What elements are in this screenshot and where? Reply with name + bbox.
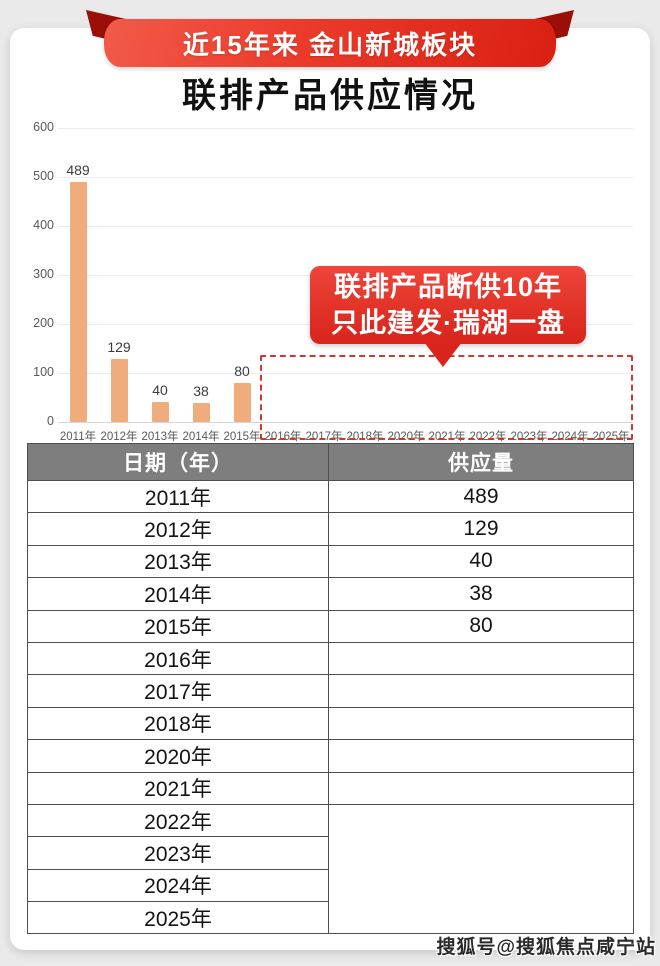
table-row: 2011年 489 bbox=[27, 479, 634, 514]
table-header-row: 日期（年） 供应量 bbox=[27, 443, 634, 481]
table-row: 2014年 38 bbox=[27, 577, 634, 611]
page-title: 联排产品供应情况 bbox=[182, 77, 478, 115]
x-axis-label: 2018年 bbox=[346, 431, 384, 443]
value-cell-merged bbox=[328, 803, 634, 935]
table-row: 2013年 40 bbox=[27, 544, 634, 579]
callout-line1: 联排产品断供10年 bbox=[333, 272, 563, 302]
bar-2014年 bbox=[192, 403, 210, 422]
callout-line2: 只此建发·瑞湖一盘 bbox=[331, 308, 565, 338]
x-axis-label: 2024年 bbox=[551, 431, 589, 443]
value-cell bbox=[328, 641, 634, 676]
year-cell: 2022年 bbox=[27, 803, 329, 838]
gridline-100 bbox=[58, 373, 633, 374]
table-row: 2012年 129 bbox=[27, 512, 634, 546]
table-row: 2020年 bbox=[27, 739, 634, 773]
x-axis-label: 2015年 bbox=[223, 431, 261, 443]
x-axis-label: 2012年 bbox=[100, 431, 138, 443]
year-cell: 2011年 bbox=[27, 479, 329, 514]
year-cell: 2014年 bbox=[27, 577, 329, 611]
bar-2011年 bbox=[69, 182, 87, 422]
year-cell: 2024年 bbox=[27, 868, 329, 903]
y-axis-label-400: 400 bbox=[33, 218, 54, 232]
y-axis-label-200: 200 bbox=[33, 316, 54, 330]
table-row: 2025年 bbox=[27, 901, 634, 935]
year-cell: 2018年 bbox=[27, 706, 329, 741]
value-cell: 40 bbox=[328, 544, 634, 579]
x-axis-label: 2025年 bbox=[592, 431, 630, 443]
ribbon-banner-text: 近15年来 金山新城板块 bbox=[182, 29, 478, 60]
table-row: 2022年 bbox=[27, 803, 634, 935]
y-axis-label-600: 600 bbox=[33, 120, 54, 134]
value-cell: 489 bbox=[328, 479, 634, 514]
gridline-0 bbox=[58, 422, 633, 423]
y-axis-label-0: 0 bbox=[47, 414, 54, 428]
table-row: 2024年 bbox=[27, 868, 634, 903]
year-cell: 2017年 bbox=[27, 674, 329, 708]
supply-table: 日期（年） 供应量 2011年 489 2012年 129 2013年 40 2014年 38… bbox=[27, 443, 634, 935]
table-row: 2021年 bbox=[27, 771, 634, 805]
supply-gap-dashed-box bbox=[260, 355, 633, 440]
bar-value-label: 40 bbox=[152, 382, 168, 399]
gridline-600 bbox=[58, 128, 633, 129]
x-axis-label: 2014年 bbox=[182, 431, 220, 443]
year-cell: 2023年 bbox=[27, 836, 329, 870]
value-cell: 129 bbox=[328, 512, 634, 546]
watermark: 搜狐号@搜狐焦点咸宁站 bbox=[436, 937, 656, 958]
y-axis-label-100: 100 bbox=[33, 365, 54, 379]
gridline-400 bbox=[58, 226, 633, 227]
year-cell: 2015年 bbox=[27, 609, 329, 643]
year-cell: 2012年 bbox=[27, 512, 329, 546]
table-row: 2016年 bbox=[27, 641, 634, 676]
bar-value-label: 38 bbox=[193, 383, 209, 400]
x-axis-label: 2017年 bbox=[305, 431, 343, 443]
year-cell: 2020年 bbox=[27, 739, 329, 773]
bar-2013年 bbox=[151, 402, 169, 422]
bar-value-label: 129 bbox=[107, 338, 131, 355]
x-axis-label: 2013年 bbox=[141, 431, 179, 443]
value-cell bbox=[328, 739, 634, 773]
x-axis-label: 2016年 bbox=[264, 431, 302, 443]
value-cell: 80 bbox=[328, 609, 634, 643]
year-cell: 2016年 bbox=[27, 641, 329, 676]
supply-bar-chart: 0 100 200 300 400 500 600 2011年 489 2012年 129 2013年… bbox=[10, 28, 650, 448]
infographic-card: 近15年来 金山新城板块 联排产品供应情况 0 100 200 300 400 500 60… bbox=[10, 10, 650, 950]
supply-gap-callout: 联排产品断供10年 只此建发·瑞湖一盘 bbox=[310, 266, 586, 344]
year-cell: 2025年 bbox=[27, 901, 329, 935]
x-axis-label: 2023年 bbox=[510, 431, 548, 443]
bar-2012年 bbox=[110, 358, 128, 422]
table-row: 2018年 bbox=[27, 706, 634, 741]
value-cell bbox=[328, 771, 634, 805]
value-cell bbox=[328, 706, 634, 741]
x-axis-label: 2022年 bbox=[469, 431, 507, 443]
header-supply: 供应量 bbox=[328, 443, 634, 481]
year-cell: 2021年 bbox=[27, 771, 329, 805]
callout-pointer-icon bbox=[424, 342, 462, 367]
ribbon-banner: 近15年来 金山新城板块 bbox=[104, 19, 556, 67]
y-axis-label-300: 300 bbox=[33, 267, 54, 281]
value-cell bbox=[328, 674, 634, 708]
x-axis-label: 2020年 bbox=[387, 431, 425, 443]
value-cell: 38 bbox=[328, 577, 634, 611]
table-row: 2023年 bbox=[27, 836, 634, 870]
bar-value-label: 80 bbox=[234, 362, 250, 379]
x-axis-label: 2021年 bbox=[428, 431, 466, 443]
x-axis-label: 2011年 bbox=[59, 431, 97, 443]
table-row: 2017年 bbox=[27, 674, 634, 708]
bar-2015年 bbox=[233, 382, 251, 422]
header-year: 日期（年） bbox=[27, 443, 329, 481]
table-row: 2015年 80 bbox=[27, 609, 634, 643]
bar-value-label: 489 bbox=[66, 162, 90, 179]
y-axis-label-500: 500 bbox=[33, 169, 54, 183]
gridline-500 bbox=[58, 177, 633, 178]
year-cell: 2013年 bbox=[27, 544, 329, 579]
